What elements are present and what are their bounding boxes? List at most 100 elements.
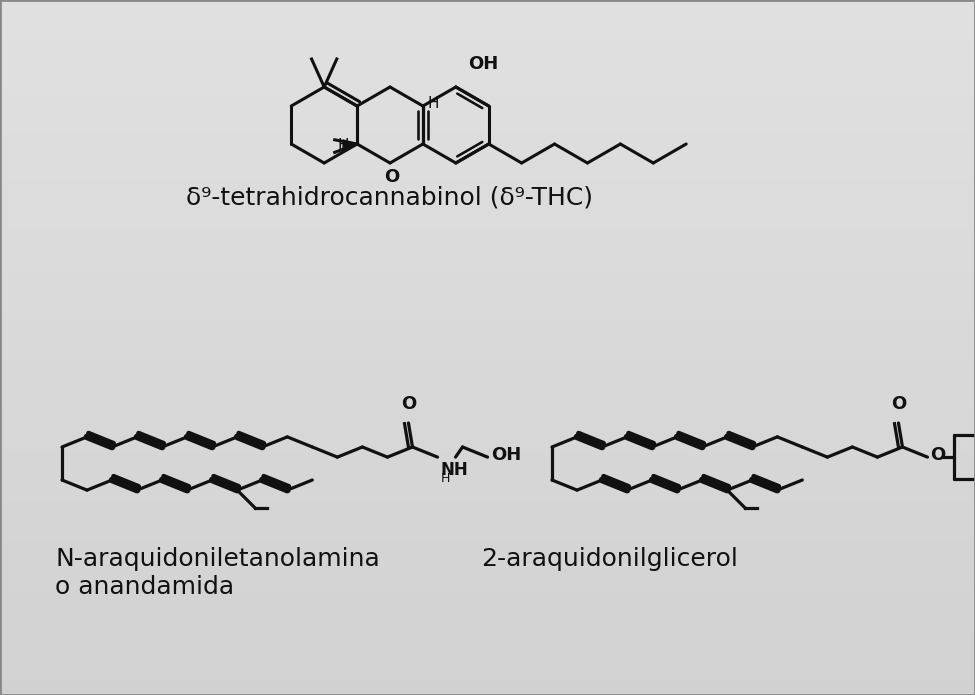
Bar: [0, 673, 975, 681]
Bar: [0, 597, 975, 605]
Polygon shape: [343, 140, 357, 148]
Bar: [0, 236, 975, 243]
Bar: [0, 90, 975, 97]
Bar: [0, 187, 975, 195]
Bar: [0, 243, 975, 250]
Bar: [0, 97, 975, 104]
Bar: [0, 166, 975, 174]
Bar: [0, 375, 975, 382]
Bar: [0, 256, 975, 264]
Bar: [0, 180, 975, 188]
Bar: [0, 632, 975, 639]
Bar: [0, 69, 975, 76]
Bar: [0, 521, 975, 528]
Bar: [0, 215, 975, 222]
Bar: [0, 687, 975, 695]
Text: OH: OH: [491, 446, 522, 464]
Bar: [0, 514, 975, 521]
Bar: [0, 111, 975, 118]
Bar: [0, 333, 975, 341]
Bar: [0, 222, 975, 229]
Bar: [0, 534, 975, 542]
Bar: [0, 250, 975, 257]
Text: H: H: [337, 138, 349, 154]
Bar: [0, 201, 975, 208]
Bar: [0, 270, 975, 278]
Bar: [0, 479, 975, 486]
Bar: [0, 131, 975, 139]
Text: H: H: [441, 472, 449, 485]
Text: 2-araquidonilglicerol: 2-araquidonilglicerol: [482, 547, 738, 571]
Bar: [0, 402, 975, 410]
Bar: [0, 83, 975, 90]
Bar: [0, 382, 975, 389]
Bar: [0, 562, 975, 570]
Bar: [0, 55, 975, 63]
Text: H: H: [428, 95, 440, 111]
Bar: [0, 117, 975, 125]
Bar: [0, 569, 975, 577]
Bar: [0, 138, 975, 146]
Bar: [0, 618, 975, 626]
Bar: [0, 277, 975, 285]
Text: δ⁹-tetrahidrocannabinol (δ⁹-THC): δ⁹-tetrahidrocannabinol (δ⁹-THC): [186, 185, 594, 209]
Bar: [0, 41, 975, 49]
Bar: [0, 298, 975, 306]
Bar: [0, 263, 975, 271]
Bar: [0, 145, 975, 153]
Bar: [0, 444, 975, 452]
Bar: [0, 604, 975, 612]
Bar: [0, 639, 975, 646]
Bar: [0, 354, 975, 361]
Bar: [0, 590, 975, 598]
Bar: [0, 486, 975, 493]
Bar: [0, 625, 975, 632]
Bar: [0, 423, 975, 431]
Bar: [0, 465, 975, 473]
Bar: [0, 667, 975, 674]
Bar: [0, 340, 975, 348]
Bar: [0, 576, 975, 584]
Text: O: O: [891, 395, 906, 413]
Bar: [0, 208, 975, 215]
Bar: [0, 229, 975, 236]
Bar: [0, 458, 975, 466]
Text: NH: NH: [441, 461, 468, 479]
Bar: [0, 319, 975, 327]
Bar: [0, 76, 975, 83]
Bar: [0, 507, 975, 514]
Text: OH: OH: [468, 55, 498, 73]
Bar: [0, 27, 975, 35]
Bar: [0, 194, 975, 202]
Text: O: O: [401, 395, 416, 413]
Bar: [0, 124, 975, 132]
Bar: [0, 430, 975, 438]
Bar: [0, 326, 975, 334]
Bar: [0, 6, 975, 14]
Bar: [0, 20, 975, 28]
Bar: [0, 104, 975, 111]
Bar: [0, 347, 975, 354]
Bar: [0, 284, 975, 292]
Bar: [0, 646, 975, 653]
Bar: [0, 0, 975, 7]
Bar: [0, 173, 975, 181]
Bar: [0, 361, 975, 368]
Bar: [0, 416, 975, 424]
Bar: [0, 305, 975, 313]
Text: O: O: [930, 446, 946, 464]
Bar: [0, 472, 975, 480]
Bar: [0, 500, 975, 507]
Bar: [0, 159, 975, 167]
Bar: [0, 312, 975, 320]
Bar: [0, 152, 975, 160]
Text: N-araquidoniletanolamina
o anandamida: N-araquidoniletanolamina o anandamida: [55, 547, 379, 599]
Bar: [0, 555, 975, 563]
Bar: [0, 34, 975, 42]
Bar: [0, 611, 975, 619]
Bar: [0, 368, 975, 375]
Bar: [0, 660, 975, 667]
Bar: [0, 389, 975, 396]
Bar: [0, 548, 975, 556]
Bar: [0, 437, 975, 445]
